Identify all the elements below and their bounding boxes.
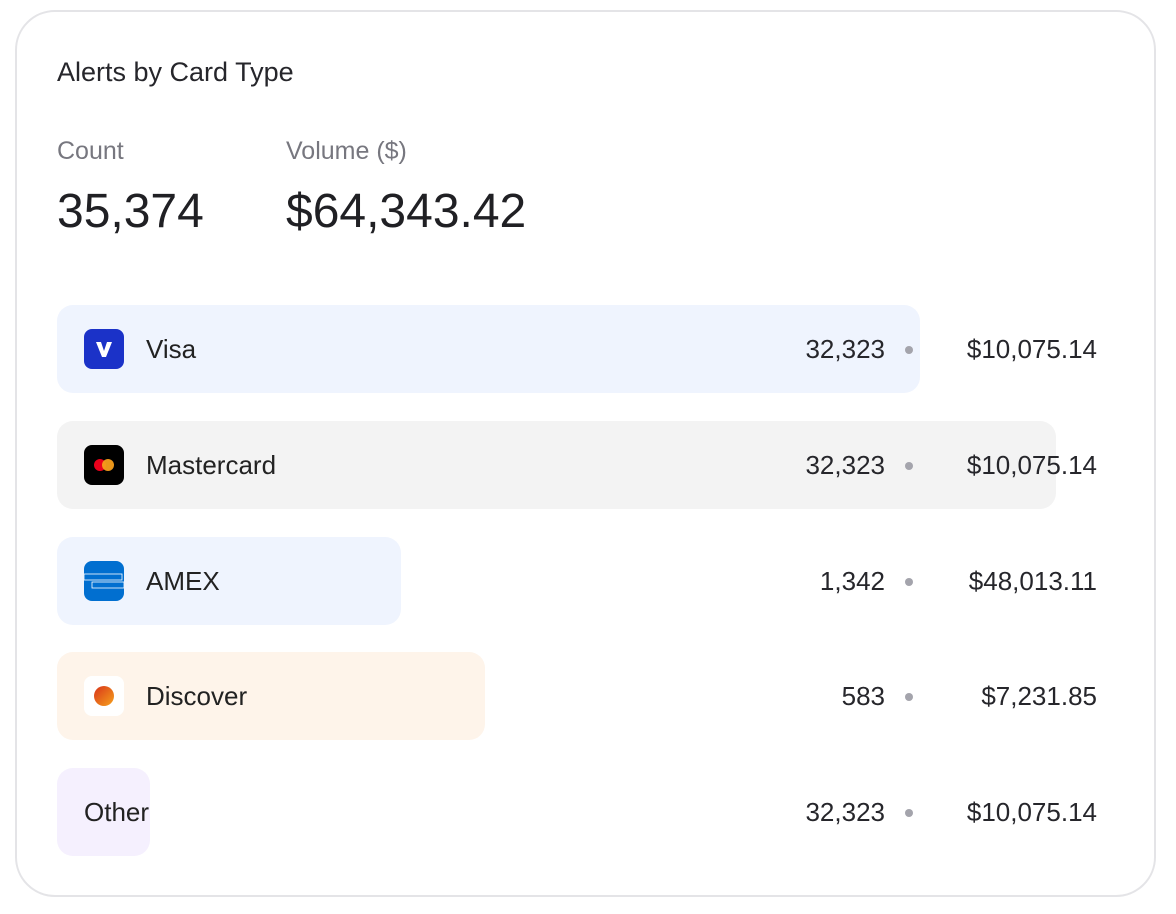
card-name: Discover <box>146 681 248 711</box>
separator-dot <box>905 462 913 470</box>
card-name: Visa <box>146 334 197 364</box>
alerts-card: Alerts by Card Type Count 35,374 Volume … <box>15 10 1156 897</box>
alert-count: 583 <box>841 681 885 711</box>
alert-count: 32,323 <box>805 334 885 364</box>
bar <box>57 652 485 740</box>
volume-label: Volume ($) <box>286 137 407 165</box>
separator-dot <box>905 809 913 817</box>
count-value: 35,374 <box>57 185 204 238</box>
volume-value: $64,343.42 <box>286 185 527 238</box>
alert-count: 1,342 <box>819 566 885 596</box>
visa-icon <box>84 329 124 369</box>
card-name: Mastercard <box>146 450 277 480</box>
card-title: Alerts by Card Type <box>57 57 294 87</box>
volume-stat: Volume ($) $64,343.42 <box>286 137 526 239</box>
alert-amount: $48,013.11 <box>968 566 1097 596</box>
mastercard-icon <box>84 445 124 485</box>
card-name: Other <box>84 797 150 827</box>
row-mastercard[interactable]: Mastercard 32,323 $10,075.14 <box>57 421 1097 509</box>
alert-amount: $10,075.14 <box>966 334 1097 364</box>
separator-dot <box>905 693 913 701</box>
bar <box>57 421 1056 509</box>
alert-amount: $10,075.14 <box>966 450 1097 480</box>
bar <box>57 768 150 856</box>
count-stat: Count 35,374 <box>57 137 204 239</box>
alert-amount: $10,075.14 <box>966 797 1097 827</box>
card-name: AMEX <box>146 566 220 596</box>
alert-count: 32,323 <box>805 797 885 827</box>
row-other[interactable]: Other 32,323 $10,075.14 <box>57 768 1097 856</box>
alert-amount: $7,231.85 <box>981 681 1097 711</box>
bar <box>57 305 921 393</box>
row-visa[interactable]: Visa 32,323 $10,075.14 <box>57 305 1097 393</box>
row-amex[interactable]: AMEX 1,342 $48,013.11 <box>57 537 1097 625</box>
amex-icon <box>84 561 124 601</box>
row-discover[interactable]: Discover 583 $7,231.85 <box>57 652 1097 740</box>
alert-count: 32,323 <box>805 450 885 480</box>
separator-dot <box>905 346 913 354</box>
separator-dot <box>905 578 913 586</box>
count-label: Count <box>57 137 124 165</box>
discover-icon <box>84 676 124 716</box>
